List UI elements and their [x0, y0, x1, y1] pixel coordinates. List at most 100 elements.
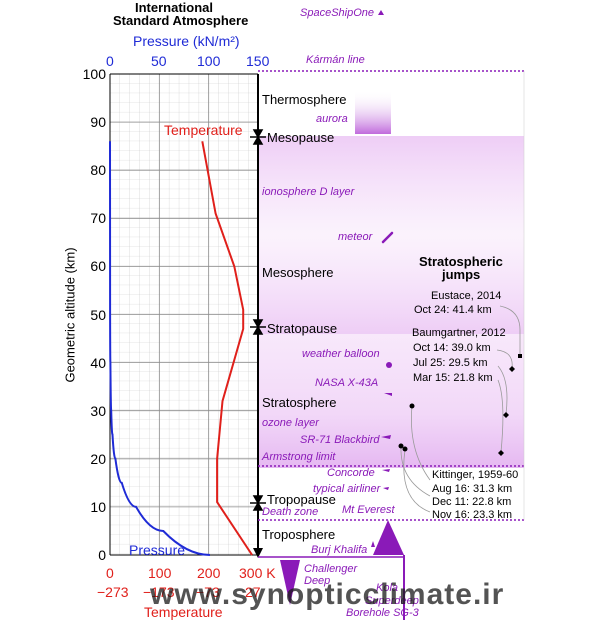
jump-leaders	[400, 305, 521, 513]
temp-c-tick-273: −273	[97, 584, 129, 600]
weather-balloon-marker	[386, 362, 392, 368]
jump-kittinger-aug: Aug 16: 31.3 km	[432, 483, 513, 495]
kittinger-dec-marker	[398, 443, 404, 449]
altitude-tick-label: 20	[90, 450, 106, 467]
jump-eustace-record: Oct 24: 41.4 km	[414, 304, 492, 316]
tropopause-marker	[250, 495, 266, 511]
label-borehole: Borehole SG-3	[346, 607, 419, 619]
baumgartner-mar-marker	[498, 450, 504, 456]
label-ozone-layer: ozone layer	[262, 417, 319, 429]
altitude-tick-label: 60	[90, 258, 106, 275]
label-aurora: aurora	[316, 113, 348, 125]
concorde-marker	[382, 469, 390, 472]
label-death-zone: Death zone	[262, 506, 319, 518]
altitude-tick-label: 100	[82, 66, 106, 82]
temp-k-tick-300: 300 K	[239, 565, 276, 581]
label-meteor: meteor	[338, 231, 373, 243]
label-kola: Kola	[376, 582, 399, 594]
aurora-shape	[355, 90, 391, 134]
label-weather-balloon: weather balloon	[302, 348, 380, 360]
altitude-tick-label: 80	[90, 162, 106, 179]
pressure-curve-label: Pressure	[129, 542, 186, 558]
kittinger-aug-marker	[409, 403, 415, 409]
pressure-axis-label: Pressure (kN/m²)	[133, 33, 240, 49]
layer-troposphere: Troposphere	[262, 527, 336, 542]
jump-eustace-name: Eustace, 2014	[431, 290, 502, 302]
label-mt-everest: Mt Everest	[342, 504, 395, 516]
spaceshipone-marker	[378, 10, 384, 15]
layer-stratopause: Stratopause	[267, 321, 338, 336]
jump-baumgartner-mar: Mar 15: 21.8 km	[413, 372, 493, 384]
layer-mesosphere: Mesosphere	[262, 265, 334, 280]
temperature-axis-label: Temperature	[144, 604, 223, 620]
jump-kittinger-name: Kittinger, 1959-60	[432, 469, 519, 481]
layer-tropopause: Tropopause	[267, 492, 336, 507]
temperature-curve-label: Temperature	[164, 122, 243, 138]
kittinger-nov-marker	[402, 446, 408, 452]
jump-baumgartner-oct: Oct 14: 39.0 km	[413, 342, 491, 354]
altitude-axis-label: Geometric altitude (km)	[62, 247, 78, 383]
mt-everest-shape	[373, 520, 404, 555]
airliner-marker	[383, 487, 389, 490]
temp-c-tick-73: −73	[196, 584, 220, 600]
altitude-tick-label: 40	[90, 354, 106, 371]
label-ionosphere: ionosphere D layer	[262, 186, 355, 198]
x43a-marker	[384, 393, 392, 396]
label-nasa-x43a: NASA X-43A	[315, 377, 379, 389]
mesopause-marker	[250, 129, 266, 145]
pressure-tick-0: 0	[106, 53, 114, 69]
altitude-tick-label: 30	[90, 402, 106, 419]
label-challenger: Challenger	[304, 563, 358, 575]
stratopause-marker	[250, 319, 266, 335]
layer-stratosphere: Stratosphere	[262, 395, 337, 410]
jump-baumgartner-jul: Jul 25: 29.5 km	[413, 357, 488, 369]
burj-khalifa-shape	[371, 541, 375, 547]
stratosphere-band	[258, 334, 524, 468]
baumgartner-oct-marker	[509, 366, 515, 372]
pressure-tick-50: 50	[151, 53, 167, 69]
temp-k-tick-200: 200	[197, 565, 221, 581]
label-armstrong: Armstrong limit	[262, 451, 336, 463]
pressure-tick-150: 150	[246, 53, 270, 69]
jump-kittinger-nov: Nov 16: 23.3 km	[432, 509, 513, 521]
pressure-curve	[109, 141, 210, 556]
label-concorde: Concorde	[327, 467, 375, 479]
label-sr71: SR-71 Blackbird	[300, 434, 380, 446]
axis-bottom-arrow	[253, 548, 263, 558]
jumps-title-line1: Stratospheric	[419, 254, 503, 269]
watermark: www.synopticclimate.ir	[150, 578, 505, 611]
altitude-tick-label: 10	[90, 498, 106, 515]
temp-c-tick-173: −173	[143, 584, 175, 600]
temp-c-tick-27: 27	[245, 584, 261, 600]
jump-markers	[398, 354, 522, 456]
label-airliner: typical airliner	[313, 483, 381, 495]
challenger-deep-shape	[280, 560, 300, 605]
label-karman-line: Kármán line	[306, 54, 365, 66]
layer-mesopause: Mesopause	[267, 130, 335, 145]
jump-baumgartner-name: Baumgartner, 2012	[412, 327, 506, 339]
eustace-marker	[518, 354, 522, 358]
altitude-tick-label: 50	[90, 306, 106, 323]
title-line1: International	[135, 0, 214, 15]
temperature-curve	[201, 141, 253, 556]
meteor-marker	[381, 231, 394, 244]
temp-k-tick-0: 0	[106, 565, 114, 581]
label-burj-khalifa: Burj Khalifa	[311, 544, 368, 556]
altitude-tick-label: 90	[90, 114, 106, 131]
layer-thermosphere: Thermosphere	[262, 92, 347, 107]
pressure-tick-100: 100	[197, 53, 221, 69]
title-line2: Standard Atmosphere	[113, 13, 249, 28]
label-spaceshipone: SpaceShipOne	[300, 7, 374, 19]
baumgartner-jul-marker	[503, 412, 509, 418]
label-deep: Deep	[304, 575, 331, 587]
temp-k-tick-100: 100	[148, 565, 172, 581]
sr71-marker	[381, 435, 391, 439]
jump-kittinger-dec: Dec 11: 22.8 km	[432, 496, 512, 508]
jumps-title-line2: jumps	[442, 267, 481, 282]
altitude-tick-label: 0	[98, 547, 106, 563]
label-superdeep: Superdeep	[365, 595, 419, 607]
airliner-band	[258, 468, 524, 520]
altitude-tick-label: 70	[90, 210, 106, 227]
